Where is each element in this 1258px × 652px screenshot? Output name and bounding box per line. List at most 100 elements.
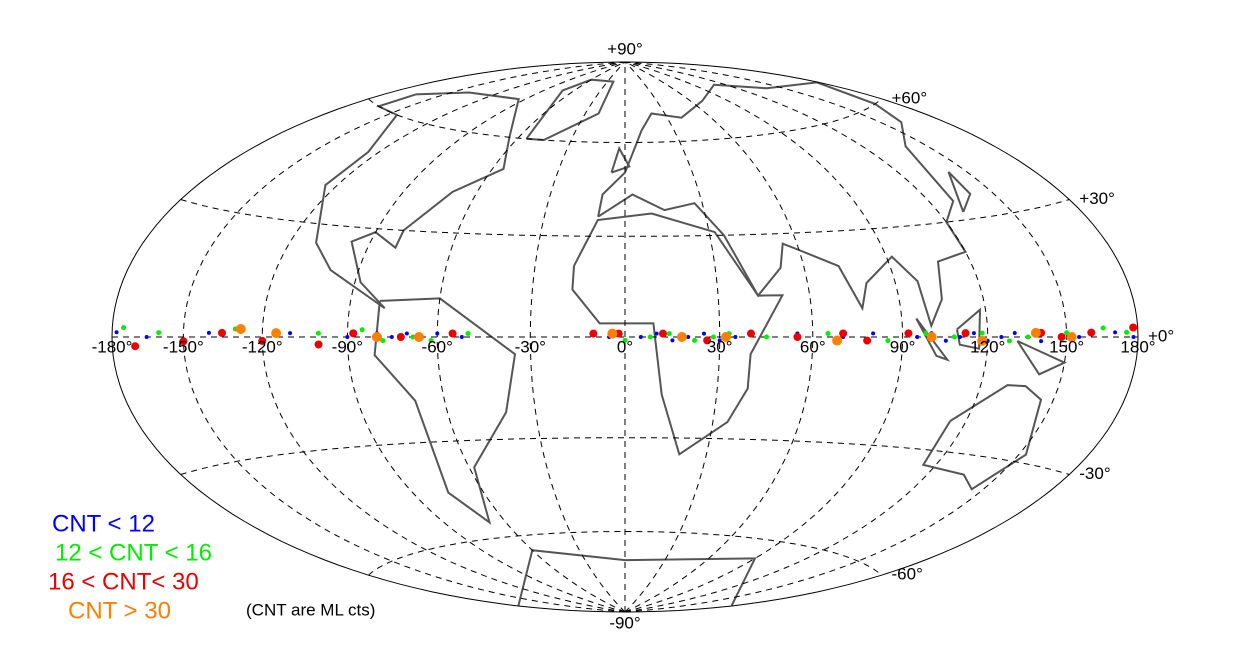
detection	[156, 330, 162, 336]
detection	[926, 332, 937, 342]
coastline	[956, 307, 982, 350]
detection	[717, 338, 722, 343]
detection	[288, 331, 293, 336]
detection	[114, 330, 119, 335]
meridian-label: -180°	[92, 337, 133, 356]
note: (CNT are ML cts)	[246, 600, 375, 619]
detection	[647, 334, 653, 340]
detection	[359, 327, 365, 333]
detection	[314, 340, 323, 349]
detection	[703, 336, 712, 345]
coastline	[610, 145, 631, 174]
parallel-label: +0°	[1148, 326, 1174, 345]
detection	[179, 337, 188, 346]
detection	[720, 332, 731, 342]
meridian	[624, 61, 814, 613]
parallel	[180, 199, 1070, 237]
detection	[465, 331, 471, 337]
meridian-label: 60°	[800, 337, 826, 356]
detection	[1066, 332, 1077, 342]
detection	[235, 323, 246, 334]
detection	[943, 338, 948, 343]
parallel-label: +60°	[892, 88, 928, 107]
detection	[692, 337, 698, 343]
detection	[863, 336, 872, 345]
graticule	[111, 61, 1139, 613]
detection	[961, 329, 970, 338]
detection	[1025, 334, 1031, 340]
parallel	[368, 531, 882, 576]
detection	[825, 330, 831, 336]
detection	[1100, 325, 1106, 331]
detection	[885, 338, 891, 344]
meridian-label: 180°	[1120, 337, 1155, 356]
detection	[459, 335, 464, 339]
coastline	[571, 212, 785, 456]
detection	[1039, 339, 1044, 344]
detection	[144, 335, 149, 339]
parallel-label: -90°	[609, 613, 640, 632]
detection	[448, 329, 457, 338]
detection	[607, 328, 618, 339]
detection	[404, 331, 409, 336]
legend-entry: 12 < CNT < 16	[55, 539, 212, 566]
coastline	[947, 171, 972, 213]
detection	[871, 331, 876, 336]
detection	[1057, 333, 1066, 341]
detection	[371, 332, 382, 342]
coastline	[315, 91, 520, 310]
detection	[131, 342, 140, 351]
detection	[1077, 335, 1082, 339]
coastline	[517, 549, 757, 607]
meridian-label: 120°	[970, 337, 1005, 356]
detection	[839, 329, 848, 338]
meridian-label: -90°	[332, 337, 363, 356]
coastline	[1016, 340, 1067, 376]
detection	[686, 335, 691, 339]
detection	[271, 328, 282, 339]
detection	[971, 331, 976, 336]
detection	[999, 335, 1004, 339]
meridian	[261, 61, 626, 613]
detection	[1131, 335, 1136, 339]
detection	[435, 331, 440, 336]
coastline	[597, 81, 968, 329]
detection	[670, 338, 675, 343]
detection	[710, 334, 716, 340]
detection	[1113, 330, 1118, 335]
detection	[121, 325, 127, 331]
detection	[666, 331, 672, 337]
detection	[428, 338, 434, 344]
meridian-label: -60°	[422, 337, 453, 356]
detection	[923, 330, 929, 336]
legend-entry: 16 < CNT< 30	[48, 568, 199, 595]
detection	[206, 330, 211, 335]
detection	[654, 331, 659, 336]
coastline	[525, 78, 615, 142]
detection	[315, 330, 321, 336]
meridian-label: -150°	[163, 337, 204, 356]
detection	[658, 329, 667, 338]
labels: -180° -150° -120° -90° -60° -30° 0° 30° 60° 90° 12…	[48, 39, 1174, 632]
detection	[1129, 323, 1138, 332]
detection	[979, 330, 985, 336]
detection	[396, 333, 405, 341]
parallel-label: +90°	[607, 39, 643, 58]
legend-entry: CNT > 30	[68, 597, 171, 624]
meridian-label: 150°	[1049, 337, 1084, 356]
parallel-label: -30°	[1079, 464, 1110, 483]
detection	[345, 335, 350, 339]
legend-entry: CNT < 12	[52, 510, 155, 537]
meridian	[624, 61, 904, 613]
detection	[1087, 328, 1096, 337]
detection	[904, 329, 913, 338]
detection	[589, 329, 598, 338]
detection	[701, 331, 706, 336]
detection	[746, 329, 755, 338]
detection	[1006, 338, 1012, 344]
meridian-label: 30°	[707, 337, 733, 356]
detection	[793, 333, 802, 341]
parallel	[368, 98, 882, 143]
parallel-label: -60°	[892, 565, 923, 584]
